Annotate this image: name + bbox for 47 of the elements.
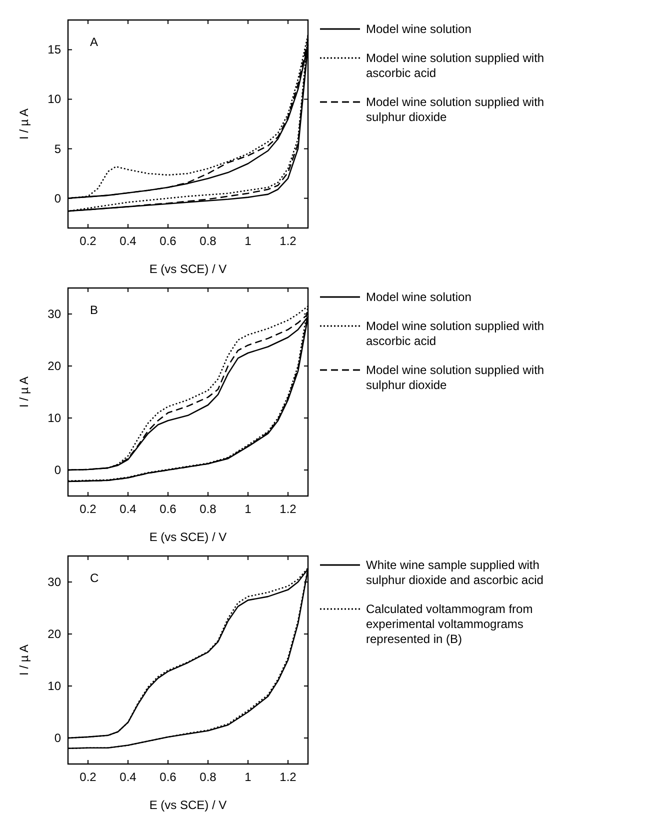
x-tick-label: 0.6 <box>160 502 177 516</box>
annotation: B <box>90 303 98 317</box>
x-tick-label: 0.4 <box>120 502 137 516</box>
x-tick-label: 0.8 <box>200 502 217 516</box>
y-tick-label: 30 <box>48 575 62 589</box>
x-tick-label: 1 <box>244 502 252 516</box>
x-tick-label: 0.6 <box>160 770 177 784</box>
x-tick-label: 0.4 <box>120 234 137 248</box>
y-tick-label: 5 <box>54 142 62 156</box>
x-tick-label: 1 <box>244 770 252 784</box>
y-axis-title: I / µ A <box>17 644 31 676</box>
x-axis-title: E (vs SCE) / V <box>149 798 227 812</box>
x-tick-label: 0.8 <box>200 770 217 784</box>
x-tick-label: 0.2 <box>80 234 97 248</box>
x-tick-label: 1.2 <box>280 770 297 784</box>
y-tick-label: 30 <box>48 307 62 321</box>
legend-label: White wine sample supplied with sulphur dioxide and ascorbic acid <box>366 558 544 587</box>
legend-label: Calculated voltammogram from experimental voltammograms represented in (B) <box>366 602 533 646</box>
y-tick-label: 10 <box>48 92 62 106</box>
y-tick-label: 20 <box>48 627 62 641</box>
y-tick-label: 15 <box>48 42 62 57</box>
annotation: C <box>90 571 99 585</box>
legend-label: Model wine solution supplied with sulphur dioxide <box>366 363 544 392</box>
x-tick-label: 1.2 <box>280 502 297 516</box>
x-axis-title: E (vs SCE) / V <box>149 262 227 276</box>
legend-label: Model wine solution <box>366 290 472 304</box>
legend-label: Model wine solution supplied with ascorbic acid <box>366 51 544 80</box>
x-tick-label: 0.2 <box>80 502 97 516</box>
y-tick-label: 10 <box>48 679 62 693</box>
x-axis-title: E (vs SCE) / V <box>149 530 227 544</box>
y-tick-label: 10 <box>48 411 62 425</box>
x-tick-label: 1 <box>244 234 252 248</box>
y-axis-title: I / µ A <box>17 108 31 140</box>
legend-label: Model wine solution supplied with ascorbic acid <box>366 319 544 348</box>
x-tick-label: 0.8 <box>200 234 217 248</box>
y-tick-label: 20 <box>48 359 62 373</box>
y-tick-label: 0 <box>54 731 62 745</box>
x-tick-label: 0.4 <box>120 770 137 784</box>
legend-label: Model wine solution supplied with sulphur dioxide <box>366 95 544 124</box>
x-tick-label: 0.2 <box>80 770 97 784</box>
legend-label: Model wine solution <box>366 22 472 36</box>
y-tick-label: 0 <box>54 191 62 206</box>
y-axis-title: I / µ A <box>17 376 31 408</box>
y-tick-label: 0 <box>54 463 62 477</box>
x-tick-label: 0.6 <box>160 234 177 248</box>
annotation: A <box>90 35 98 49</box>
x-tick-label: 1.2 <box>280 234 297 248</box>
